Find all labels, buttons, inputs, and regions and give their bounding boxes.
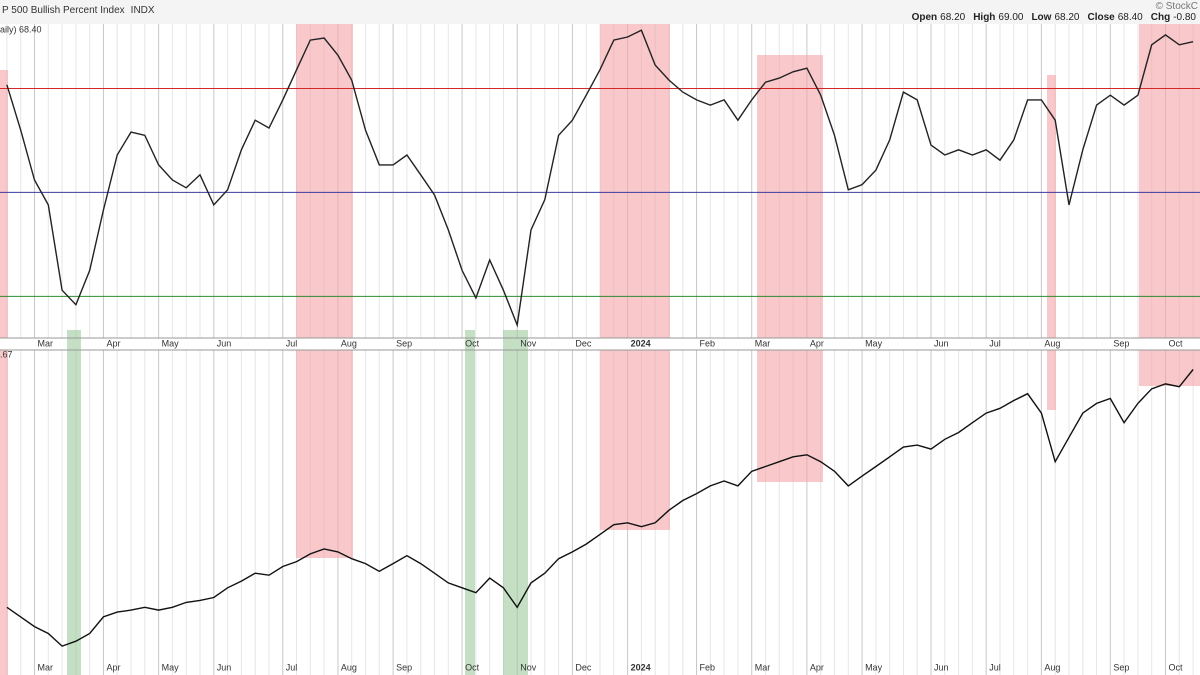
quote-item: Open 68.20 bbox=[912, 12, 966, 23]
quote-value: 68.40 bbox=[1117, 12, 1143, 23]
highlights-bottom bbox=[0, 330, 1200, 675]
x-tick-label: May bbox=[162, 338, 180, 348]
quote-label: Chg bbox=[1150, 12, 1171, 23]
overbought-span bbox=[600, 350, 670, 530]
overbought-span bbox=[1139, 24, 1200, 338]
overbought-span bbox=[757, 350, 823, 482]
x-tick-label: Jun bbox=[217, 662, 232, 672]
overbought-span bbox=[757, 55, 823, 338]
x-tick-label: Nov bbox=[520, 662, 537, 672]
panel-label: .67 bbox=[0, 349, 13, 359]
x-tick-label: Mar bbox=[37, 662, 53, 672]
quote-label: Close bbox=[1087, 12, 1115, 23]
x-tick-label: Apr bbox=[810, 662, 824, 672]
overbought-span bbox=[1139, 350, 1200, 386]
overbought-span bbox=[0, 70, 8, 338]
oversold-span bbox=[67, 330, 81, 675]
x-tick-label: Aug bbox=[341, 662, 357, 672]
oversold-span bbox=[465, 330, 475, 675]
x-tick-label: Jul bbox=[989, 662, 1001, 672]
x-tick-label: Oct bbox=[465, 338, 480, 348]
overbought-span bbox=[296, 350, 353, 558]
x-tick-label: 2024 bbox=[631, 338, 651, 348]
quote-label: Open bbox=[911, 12, 938, 23]
header-bar bbox=[0, 0, 1200, 24]
panel-label: aily) 68.40 bbox=[0, 24, 42, 34]
data-line bbox=[6, 369, 1194, 647]
overbought-span bbox=[296, 24, 353, 338]
x-tick-label: Jul bbox=[989, 338, 1001, 348]
grid bbox=[6, 350, 1194, 675]
quote-item: Close 68.40 bbox=[1087, 12, 1142, 23]
x-tick-label: Sep bbox=[1113, 338, 1129, 348]
quote-value: 68.20 bbox=[940, 12, 966, 23]
x-tick-label: Sep bbox=[396, 338, 412, 348]
x-tick-label: Feb bbox=[700, 338, 716, 348]
x-tick-label: Sep bbox=[396, 662, 412, 672]
x-tick-label: Mar bbox=[755, 338, 771, 348]
quote-value: 69.00 bbox=[998, 12, 1024, 23]
quote-value: 68.20 bbox=[1054, 12, 1080, 23]
x-tick-label: Aug bbox=[341, 338, 357, 348]
quote-item: Chg -0.80 bbox=[1151, 12, 1196, 23]
x-tick-label: May bbox=[162, 662, 180, 672]
x-tick-label: Nov bbox=[520, 338, 537, 348]
source: © StockC bbox=[1155, 1, 1198, 12]
x-tick-label: Aug bbox=[1044, 662, 1060, 672]
x-tick-label: 2024 bbox=[631, 662, 651, 672]
x-tick-label: Aug bbox=[1044, 338, 1060, 348]
x-tick-label: Oct bbox=[465, 662, 480, 672]
x-tick-label: Sep bbox=[1113, 662, 1129, 672]
x-tick-label: Feb bbox=[700, 662, 716, 672]
chart-title: P 500 Bullish Percent Index INDX bbox=[2, 5, 155, 16]
overbought-span bbox=[600, 24, 670, 338]
x-tick-label: Apr bbox=[810, 338, 824, 348]
x-tick-label: May bbox=[865, 662, 883, 672]
title: P 500 Bullish Percent Index bbox=[2, 5, 125, 16]
overbought-span bbox=[0, 350, 8, 675]
x-tick-label: Jul bbox=[286, 662, 298, 672]
quote-item: Low 68.20 bbox=[1031, 12, 1079, 23]
x-tick-label: Jun bbox=[934, 662, 949, 672]
quote-item: High 69.00 bbox=[973, 12, 1023, 23]
quote-value: -0.80 bbox=[1173, 12, 1196, 23]
data-line bbox=[6, 29, 1194, 328]
x-tick-label: Mar bbox=[37, 338, 53, 348]
x-tick-label: Jul bbox=[286, 338, 298, 348]
overbought-span bbox=[1047, 350, 1056, 410]
quote-label: Low bbox=[1031, 12, 1052, 23]
exchange: INDX bbox=[131, 5, 155, 16]
x-tick-label: Apr bbox=[106, 338, 120, 348]
x-tick-label: Oct bbox=[1169, 338, 1184, 348]
x-tick-label: Dec bbox=[575, 662, 592, 672]
x-tick-label: Jun bbox=[934, 338, 949, 348]
highlights-top bbox=[0, 24, 1200, 338]
x-tick-label: Oct bbox=[1169, 662, 1184, 672]
x-tick-label: May bbox=[865, 338, 883, 348]
quote: Open 68.20 High 69.00 Low 68.20 Close 68.40 Chg -… bbox=[912, 12, 1196, 23]
x-tick-label: Mar bbox=[755, 662, 771, 672]
quote-label: High bbox=[973, 12, 996, 23]
x-tick-label: Apr bbox=[106, 662, 120, 672]
oversold-span bbox=[503, 330, 528, 675]
overbought-span bbox=[1047, 75, 1056, 338]
x-tick-label: Jun bbox=[217, 338, 232, 348]
x-tick-label: Dec bbox=[575, 338, 592, 348]
